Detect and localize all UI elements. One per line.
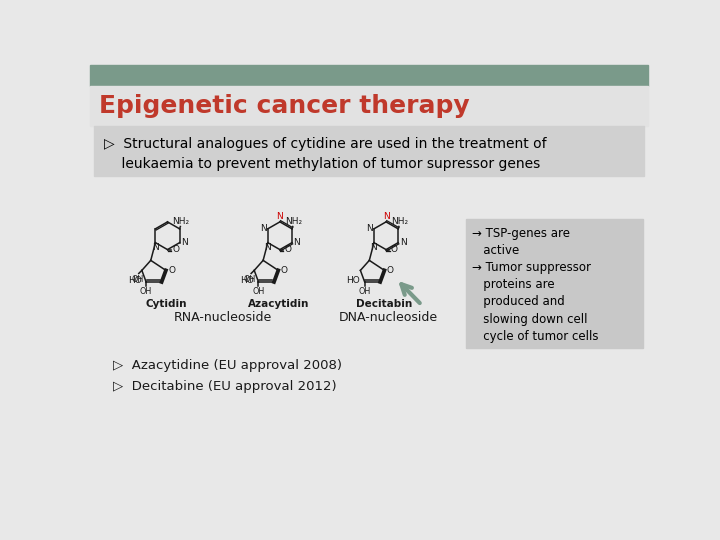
Text: N: N [371, 243, 377, 252]
Text: N: N [152, 243, 159, 252]
Text: O: O [284, 245, 292, 254]
Text: → TSP-genes are
   active
→ Tumor suppressor
   proteins are
   produced and
   : → TSP-genes are active → Tumor suppresso… [472, 226, 598, 343]
Text: O: O [168, 266, 175, 274]
Text: Cytidin: Cytidin [145, 299, 186, 309]
Text: N: N [382, 213, 390, 221]
Text: Epigenetic cancer therapy: Epigenetic cancer therapy [99, 94, 470, 118]
Bar [90, 65, 648, 86]
Text: OH: OH [253, 287, 265, 296]
Text: DNA-nucleoside: DNA-nucleoside [339, 311, 438, 324]
Text: N: N [264, 243, 271, 252]
Text: HO: HO [240, 276, 254, 285]
Text: O: O [281, 266, 287, 274]
Text: OH: OH [243, 275, 256, 284]
Text: OH: OH [140, 287, 152, 296]
Text: NH₂: NH₂ [285, 217, 302, 226]
Text: OH: OH [131, 275, 143, 284]
Bar [466, 219, 642, 348]
Text: N: N [400, 238, 406, 247]
Text: OH: OH [359, 287, 371, 296]
Text: Decitabin: Decitabin [356, 299, 413, 309]
Text: N: N [181, 238, 188, 247]
Text: HO: HO [346, 276, 360, 285]
Text: ▷  Decitabine (EU approval 2012): ▷ Decitabine (EU approval 2012) [113, 380, 337, 393]
Text: NH₂: NH₂ [173, 217, 189, 226]
Text: N: N [260, 224, 267, 233]
Bar [94, 126, 644, 177]
Bar [90, 86, 648, 126]
Text: RNA-nucleoside: RNA-nucleoside [174, 311, 272, 324]
Text: Azacytidin: Azacytidin [248, 299, 309, 309]
Text: N: N [366, 224, 373, 233]
Text: ▷  Azacytidine (EU approval 2008): ▷ Azacytidine (EU approval 2008) [113, 359, 342, 372]
Text: ▷  Structural analogues of cytidine are used in the treatment of
    leukaemia t: ▷ Structural analogues of cytidine are u… [104, 137, 546, 171]
Text: N: N [294, 238, 300, 247]
Text: NH₂: NH₂ [391, 217, 408, 226]
Text: O: O [172, 245, 179, 254]
Text: HO: HO [127, 276, 141, 285]
Text: O: O [387, 266, 394, 274]
Text: O: O [391, 245, 397, 254]
Text: N: N [276, 213, 283, 221]
